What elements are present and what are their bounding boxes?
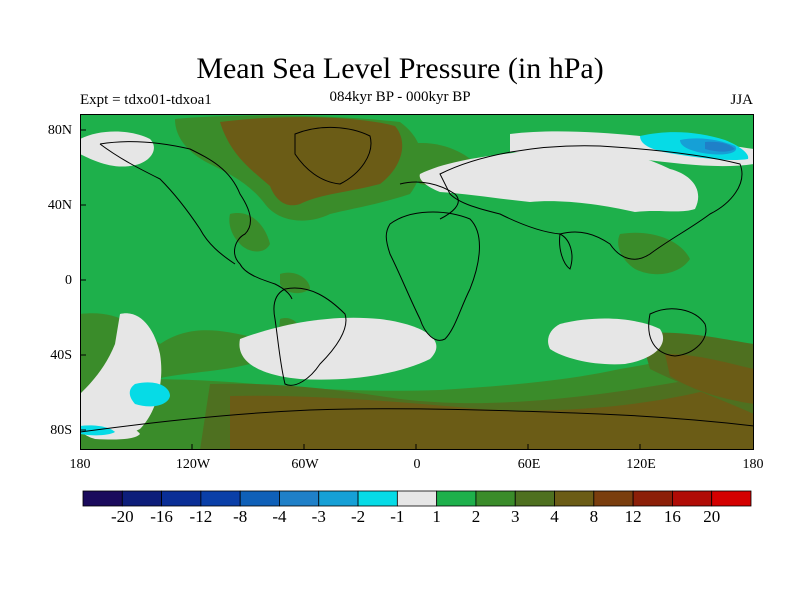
colorbar-swatch (239, 490, 280, 507)
colorbar-swatch (436, 490, 477, 507)
colorbar-swatch (396, 490, 438, 507)
colorbar-tick-label: 1 (432, 507, 441, 526)
lon-label-0: 0 (413, 457, 421, 472)
colorbar-swatch (121, 490, 162, 507)
colorbar-tick-label: -2 (350, 507, 366, 526)
lon-label-60e: 60E (517, 457, 541, 472)
colorbar-tick-label: -3 (311, 507, 326, 526)
colorbar (82, 490, 752, 507)
axis-ticks (80, 129, 641, 450)
colorbar-swatch (672, 490, 713, 507)
colorbar-swatch (475, 490, 516, 507)
map-frame (80, 114, 754, 450)
lon-label-180e: 180 (742, 457, 764, 472)
colorbar-tick-label: -4 (272, 507, 287, 526)
lat-label-equator: 0 (65, 273, 72, 288)
season-label: JJA (730, 92, 753, 108)
colorbar-swatch (357, 490, 398, 507)
colorbar-swatch (514, 490, 555, 507)
colorbar-tick-label: -8 (233, 507, 248, 526)
pressure-map (80, 114, 754, 450)
coastlines (80, 126, 754, 433)
colorbar-swatch (161, 490, 202, 507)
lon-label-120e: 120E (626, 457, 656, 472)
plot-title: Mean Sea Level Pressure (in hPa) (196, 52, 604, 85)
colorbar-swatch (200, 490, 241, 507)
lon-label-60w: 60W (291, 457, 319, 472)
colorbar-tick-label: 20 (703, 507, 721, 526)
colorbar-swatch (554, 490, 595, 507)
colorbar-swatch (82, 490, 123, 507)
colorbar-tick-label: 8 (589, 507, 599, 526)
negative-anomaly-fields (80, 132, 749, 436)
colorbar-tick-label: 2 (471, 507, 481, 526)
colorbar-tick-label: 3 (510, 507, 520, 526)
lat-label-80s: 80S (50, 423, 72, 438)
colorbar-tick-label: -16 (150, 507, 173, 526)
colorbar-swatch (711, 490, 752, 507)
colorbar-tick-label: -1 (390, 507, 405, 526)
colorbar-tick-label: -20 (110, 507, 134, 526)
lat-label-40s: 40S (50, 348, 72, 363)
colorbar-tick-label: 4 (550, 507, 559, 526)
colorbar-swatch (593, 490, 634, 507)
lat-label-80n: 80N (47, 123, 72, 138)
colorbar-swatch (318, 490, 359, 507)
lat-label-40n: 40N (47, 198, 72, 213)
colorbar-tick-label: 16 (663, 507, 681, 526)
period-label: 084kyr BP - 000kyr BP (329, 89, 471, 105)
colorbar-swatch (632, 490, 673, 507)
lon-label-180w: 180 (69, 457, 91, 472)
experiment-label: Expt = tdxo01-tdxoa1 (80, 92, 212, 108)
lon-label-120w: 120W (175, 457, 211, 472)
colorbar-tick-label: -12 (189, 507, 213, 526)
colorbar-swatch (279, 490, 320, 507)
colorbar-tick-label: 12 (624, 507, 642, 526)
